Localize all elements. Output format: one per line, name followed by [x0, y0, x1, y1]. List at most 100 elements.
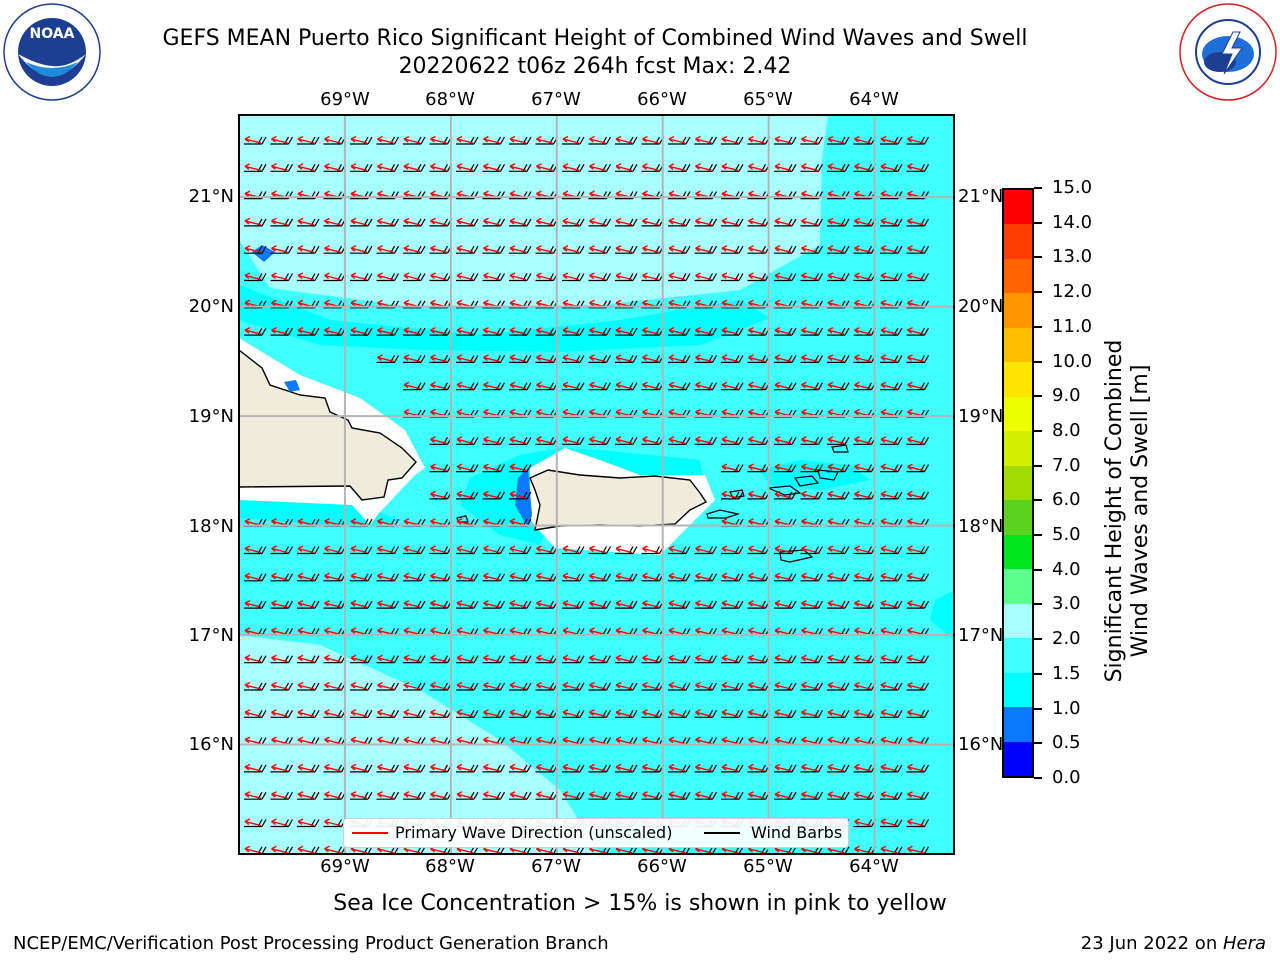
- wave-direction-arrow: [721, 272, 739, 281]
- wave-direction-arrow: [721, 354, 739, 363]
- wave-direction-arrow: [615, 627, 633, 636]
- wave-direction-arrow: [615, 436, 633, 444]
- wave-direction-arrow: [297, 681, 315, 690]
- wave-direction-arrow: [642, 791, 659, 799]
- wave-direction-arrow: [536, 381, 553, 390]
- wave-direction-arrow: [668, 217, 686, 226]
- wave-direction-arrow: [827, 217, 845, 226]
- wave-direction-arrow: [403, 163, 421, 171]
- wave-direction-arrow: [774, 381, 792, 390]
- wave-direction-arrow: [536, 436, 553, 444]
- wave-direction-arrow: [403, 681, 421, 690]
- wave-direction-arrow: [615, 572, 633, 581]
- wave-direction-arrow: [562, 681, 580, 690]
- wave-direction-arrow: [801, 736, 818, 745]
- wave-direction-arrow: [774, 736, 792, 745]
- wave-direction-arrow: [244, 709, 262, 717]
- wave-direction-arrow: [907, 572, 924, 581]
- wave-direction-arrow: [350, 326, 368, 335]
- wave-direction-arrow: [297, 627, 315, 636]
- wave-direction-arrow: [483, 135, 500, 144]
- wave-direction-arrow: [536, 135, 553, 144]
- wave-direction-arrow: [509, 736, 527, 745]
- wave-direction-arrow: [880, 736, 898, 745]
- colorbar-tick: [1034, 603, 1042, 606]
- wave-direction-arrow: [748, 135, 765, 144]
- wave-direction-arrow: [297, 217, 315, 226]
- wave-direction-arrow: [854, 326, 871, 335]
- wave-direction-arrow: [324, 763, 341, 772]
- wave-direction-arrow: [403, 272, 421, 281]
- wave-direction-arrow: [403, 135, 421, 144]
- colorbar-segment: [1004, 569, 1032, 605]
- wave-direction-arrow: [642, 381, 659, 390]
- wave-direction-arrow: [827, 709, 845, 717]
- wave-direction-arrow: [695, 217, 712, 226]
- colorbar: [1002, 188, 1034, 778]
- colorbar-tick: [1034, 360, 1042, 363]
- wind-barbs-legend-label: Wind Barbs: [751, 823, 843, 842]
- wave-direction-arrow: [483, 326, 500, 335]
- wave-direction-arrow: [271, 818, 288, 827]
- wave-direction-arrow: [509, 572, 527, 581]
- wave-direction-arrow: [562, 736, 580, 745]
- wave-direction-arrow: [695, 545, 712, 554]
- wave-direction-arrow: [350, 572, 368, 581]
- lon-label-top: 68°W: [425, 89, 475, 110]
- wave-direction-arrow: [271, 763, 288, 772]
- wave-direction-arrow: [774, 245, 792, 253]
- land-st-croix: [779, 549, 814, 563]
- wave-direction-arrow: [509, 436, 527, 444]
- wave-direction-arrow: [324, 217, 341, 226]
- wave-direction-arrow: [668, 681, 686, 690]
- wave-direction-arrow: [377, 163, 394, 171]
- wave-direction-arrow: [430, 654, 447, 663]
- colorbar-tick-label: 14.0: [1052, 211, 1093, 233]
- wave-direction-arrow: [536, 654, 553, 663]
- wave-direction-arrow: [324, 326, 341, 335]
- wave-direction-arrow: [509, 245, 527, 253]
- wave-direction-arrow: [907, 709, 924, 717]
- wave-direction-arrow: [827, 135, 845, 144]
- lat-label-left: 21°N: [188, 186, 234, 207]
- wave-direction-arrow: [562, 627, 580, 636]
- wave-direction-arrow: [854, 135, 871, 144]
- wave-direction-arrow: [854, 627, 871, 636]
- wave-direction-arrow: [271, 217, 288, 226]
- wave-direction-arrow: [271, 326, 288, 335]
- wave-direction-arrow: [324, 627, 341, 636]
- wave-direction-arrow: [324, 681, 341, 690]
- wave-direction-arrow: [244, 654, 262, 663]
- wave-direction-arrow: [430, 245, 447, 253]
- lat-label-right: 18°N: [958, 516, 1004, 537]
- wave-direction-arrow: [854, 217, 871, 226]
- colorbar-tick: [1034, 499, 1042, 502]
- wave-direction-arrow: [695, 627, 712, 636]
- wave-direction-arrow: [430, 463, 447, 472]
- wave-direction-arrow: [668, 245, 686, 253]
- wave-direction-arrow: [642, 436, 659, 444]
- land-hispaniola: [239, 349, 417, 501]
- wave-direction-arrow: [377, 326, 394, 335]
- wave-direction-arrow: [854, 599, 871, 608]
- wave-direction-arrow: [668, 326, 686, 335]
- wave-direction-arrow: [801, 763, 818, 772]
- wave-direction-arrow: [430, 272, 447, 281]
- wave-direction-arrow: [695, 763, 712, 772]
- lat-label-left: 20°N: [188, 296, 234, 317]
- wave-direction-arrow: [642, 572, 659, 581]
- lat-label-right: 20°N: [958, 296, 1004, 317]
- wave-direction-arrow: [801, 272, 818, 281]
- wave-direction-arrow: [695, 354, 712, 363]
- colorbar-tick-label: 15.0: [1052, 177, 1093, 198]
- wind-barbs-legend-swatch: [704, 832, 740, 834]
- wave-direction-arrow: [483, 217, 500, 226]
- wave-direction-arrow: [297, 245, 315, 253]
- wave-direction-arrow: [456, 272, 474, 281]
- wave-direction-arrow: [880, 545, 898, 554]
- wave-direction-arrow: [827, 490, 845, 499]
- wave-direction-arrow: [244, 326, 262, 335]
- wave-direction-arrow: [801, 326, 818, 335]
- wave-direction-arrow: [748, 627, 765, 636]
